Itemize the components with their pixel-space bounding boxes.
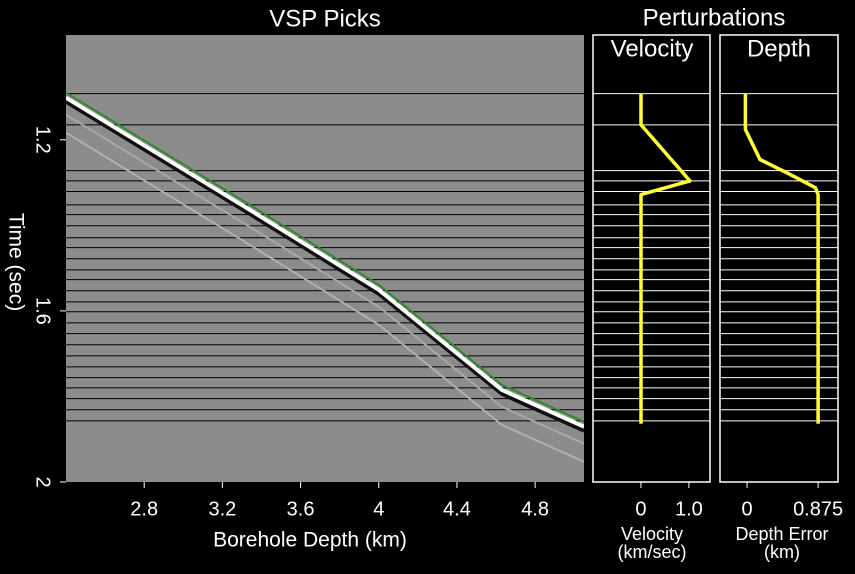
y-tick-label: 1.6	[32, 297, 54, 325]
x-tick-label: 3.6	[287, 498, 315, 520]
wavefield	[66, 99, 584, 433]
y-axis-label: Time (sec)	[4, 213, 27, 311]
chart-title: VSP Picks	[269, 5, 381, 32]
x-tick-label: 0	[635, 498, 646, 520]
x-tick-label: 4.8	[521, 498, 549, 520]
x-tick-label: 3.2	[208, 498, 236, 520]
plot-area	[66, 91, 584, 463]
panel-title: Depth	[747, 35, 811, 62]
pick-line	[66, 91, 584, 423]
x-axis-label: (km)	[764, 542, 800, 562]
x-tick-label: 4	[373, 498, 384, 520]
x-tick-label: 4.4	[443, 498, 471, 520]
panel-title: Velocity	[611, 35, 694, 62]
wavefield	[66, 131, 584, 463]
x-axis-label: Velocity	[621, 524, 683, 544]
x-tick-label: 0	[741, 498, 752, 520]
x-tick-label: 0.875	[793, 498, 843, 520]
x-axis-label: Borehole Depth (km)	[213, 529, 407, 552]
profile-line	[743, 93, 820, 424]
wavefield	[66, 95, 584, 429]
x-axis-label: (km/sec)	[618, 542, 687, 562]
y-tick-label: 2	[32, 476, 54, 487]
super-title: Perturbations	[643, 4, 786, 31]
x-axis-label: Depth Error	[735, 524, 828, 544]
x-tick-label: 2.8	[130, 498, 158, 520]
x-tick-label: 1.0	[675, 498, 703, 520]
y-tick-label: 1.2	[32, 126, 54, 154]
profile-line	[639, 93, 692, 424]
wavefield	[66, 113, 584, 445]
